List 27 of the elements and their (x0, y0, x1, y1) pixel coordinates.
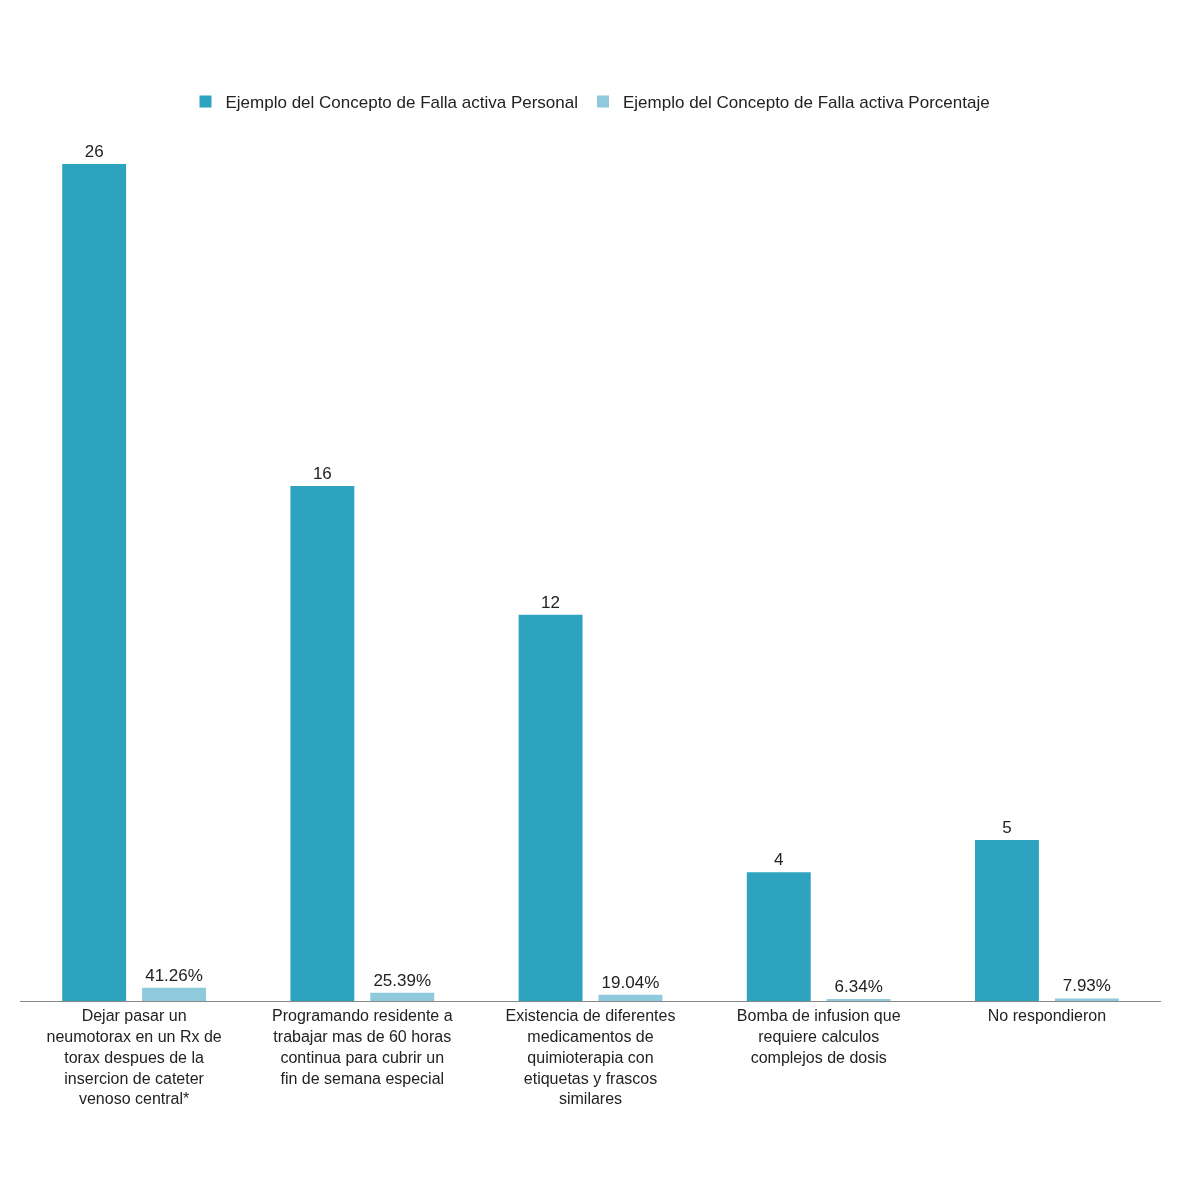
data-label: 7.93% (1062, 976, 1111, 996)
data-label: 4 (774, 850, 784, 870)
legend-label: Ejemplo del Concepto de Falla activa Personal (225, 93, 578, 113)
x-tick-label: Bomba de infusion que requiere calculos complejos de dosis (736, 1007, 901, 1066)
bar (826, 998, 891, 1001)
bar (518, 614, 583, 1001)
bar (1054, 998, 1119, 1001)
legend-label: Ejemplo del Concepto de Falla activa Porcentaje (622, 93, 990, 113)
bar (62, 164, 127, 1001)
data-label: 41.26% (145, 965, 203, 985)
x-tick-label: No respondieron (987, 1007, 1107, 1025)
bar (370, 992, 435, 1001)
data-label: 5 (1002, 818, 1012, 838)
bar (975, 840, 1039, 1001)
x-tick-label: Programando residente a trabajar mas de 60 horas continua para cubrir un fin de semana especial (272, 1007, 453, 1087)
x-tick-label: Dejar pasar un neumotorax en un Rx de torax despues de la insercion de cateter venoso central* (46, 1007, 222, 1108)
data-label: 26 (84, 142, 104, 162)
data-label: 12 (541, 592, 561, 612)
data-label: 6.34% (834, 976, 883, 996)
data-label: 16 (312, 463, 332, 483)
bar (598, 994, 663, 1001)
data-label: 25.39% (373, 970, 432, 990)
bar (290, 485, 355, 1001)
data-label: 19.04% (601, 972, 660, 992)
bar (746, 872, 811, 1001)
bar (142, 987, 206, 1001)
x-tick-label: Existencia de diferentes medicamentos de quimioterapia con etiquetas y frascos similares (505, 1007, 676, 1108)
